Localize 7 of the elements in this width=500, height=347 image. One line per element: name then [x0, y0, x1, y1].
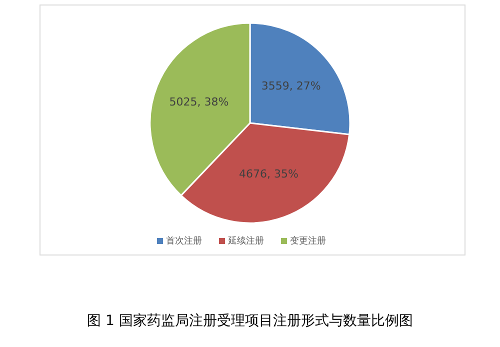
legend-label: 变更注册 — [290, 235, 326, 246]
text: 图 1 国家药监局注册受理项目注册形式与数量比例图 — [87, 313, 413, 329]
data-label: 5025, 38% — [169, 96, 229, 109]
legend-label: 首次注册 — [166, 235, 202, 246]
data-label: 4676, 35% — [239, 168, 298, 181]
legend-label: 延续注册 — [227, 235, 264, 246]
data-label: 3559, 27% — [261, 79, 321, 92]
